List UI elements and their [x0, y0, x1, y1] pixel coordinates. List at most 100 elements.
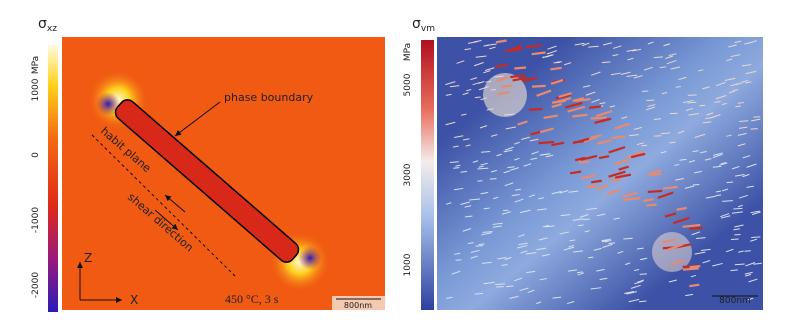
vector: [520, 209, 531, 214]
vector: [606, 188, 620, 196]
vector: [621, 116, 628, 119]
vector: [445, 93, 452, 96]
vector: [726, 134, 732, 137]
vector: [650, 169, 662, 175]
vector: [677, 130, 685, 134]
vector: [637, 279, 645, 283]
vector: [698, 69, 704, 72]
vector: [696, 237, 706, 240]
vector: [700, 248, 711, 252]
vector: [623, 237, 633, 240]
vector: [751, 211, 761, 216]
vector: [614, 122, 631, 130]
vector: [531, 51, 546, 56]
vector: [674, 163, 680, 166]
vector: [667, 243, 684, 251]
vector: [569, 170, 582, 175]
vector: [477, 167, 489, 170]
vector: [474, 292, 484, 295]
vector: [724, 77, 736, 81]
vector: [730, 269, 738, 272]
vector: [470, 255, 478, 259]
vector: [734, 263, 745, 266]
vector: [531, 84, 546, 88]
vector: [638, 300, 647, 303]
vector: [676, 206, 687, 211]
vector: [593, 247, 602, 251]
vector: [630, 152, 646, 159]
vector: [704, 158, 712, 161]
vector: [530, 130, 542, 136]
vector: [737, 143, 746, 147]
stress-concentration: [298, 246, 322, 270]
vector: [668, 279, 677, 283]
vector: [718, 162, 728, 166]
vector: [538, 237, 548, 241]
vector: [480, 192, 489, 195]
vector: [611, 135, 626, 140]
symbol: σ: [38, 16, 47, 32]
vector: [478, 165, 484, 168]
vector: [725, 248, 734, 253]
vector: [601, 61, 611, 64]
vector: [610, 72, 621, 76]
vector: [599, 102, 606, 105]
colorbar-title: σvm: [412, 16, 435, 34]
vector: [663, 43, 671, 47]
scale-bar-label: 800nm: [344, 301, 372, 310]
vector: [470, 249, 480, 253]
vector: [503, 149, 513, 153]
vector: [504, 146, 514, 151]
vector: [590, 179, 602, 184]
vector: [576, 271, 583, 274]
vector: [648, 172, 662, 177]
vector: [641, 144, 648, 147]
vector: [722, 188, 729, 192]
vector: [467, 242, 474, 245]
vector: [642, 198, 654, 202]
vector: [588, 45, 599, 48]
vector: [520, 250, 528, 254]
vector: [596, 139, 612, 145]
vector: [475, 245, 484, 247]
vector: [445, 202, 452, 205]
right-panel: 800nm σvm MPa 5000 3000 1000: [403, 16, 763, 310]
shear-arrow: [164, 194, 186, 213]
vector: [529, 107, 543, 111]
vector: [455, 164, 461, 167]
vector: [665, 55, 674, 59]
vector: [625, 262, 631, 266]
vector: [483, 207, 490, 210]
colorbar-tick-label: 1000: [403, 253, 413, 276]
vector: [678, 76, 687, 81]
vector: [568, 245, 575, 248]
vector: [527, 289, 535, 294]
vector: [694, 133, 706, 138]
vector: [750, 238, 758, 242]
vector: [643, 66, 653, 71]
vector: [668, 53, 677, 57]
vector: [714, 101, 721, 103]
vector: [738, 194, 748, 199]
vector: [480, 232, 492, 236]
vector: [608, 242, 616, 245]
vector: [669, 141, 676, 144]
vector: [501, 211, 512, 215]
vector: [614, 158, 630, 166]
vector: [647, 189, 663, 194]
vector: [596, 213, 606, 217]
vector: [574, 156, 586, 162]
vector: [526, 44, 542, 49]
vector: [700, 151, 707, 154]
vector: [626, 49, 637, 52]
vector: [747, 297, 754, 301]
vector: [590, 134, 602, 139]
vector: [661, 238, 676, 244]
vector: [590, 116, 607, 120]
vector: [456, 60, 465, 64]
vector: [626, 291, 637, 295]
vector: [497, 90, 510, 96]
vector: [482, 231, 493, 233]
vector: [722, 200, 733, 202]
vector: [490, 89, 497, 91]
